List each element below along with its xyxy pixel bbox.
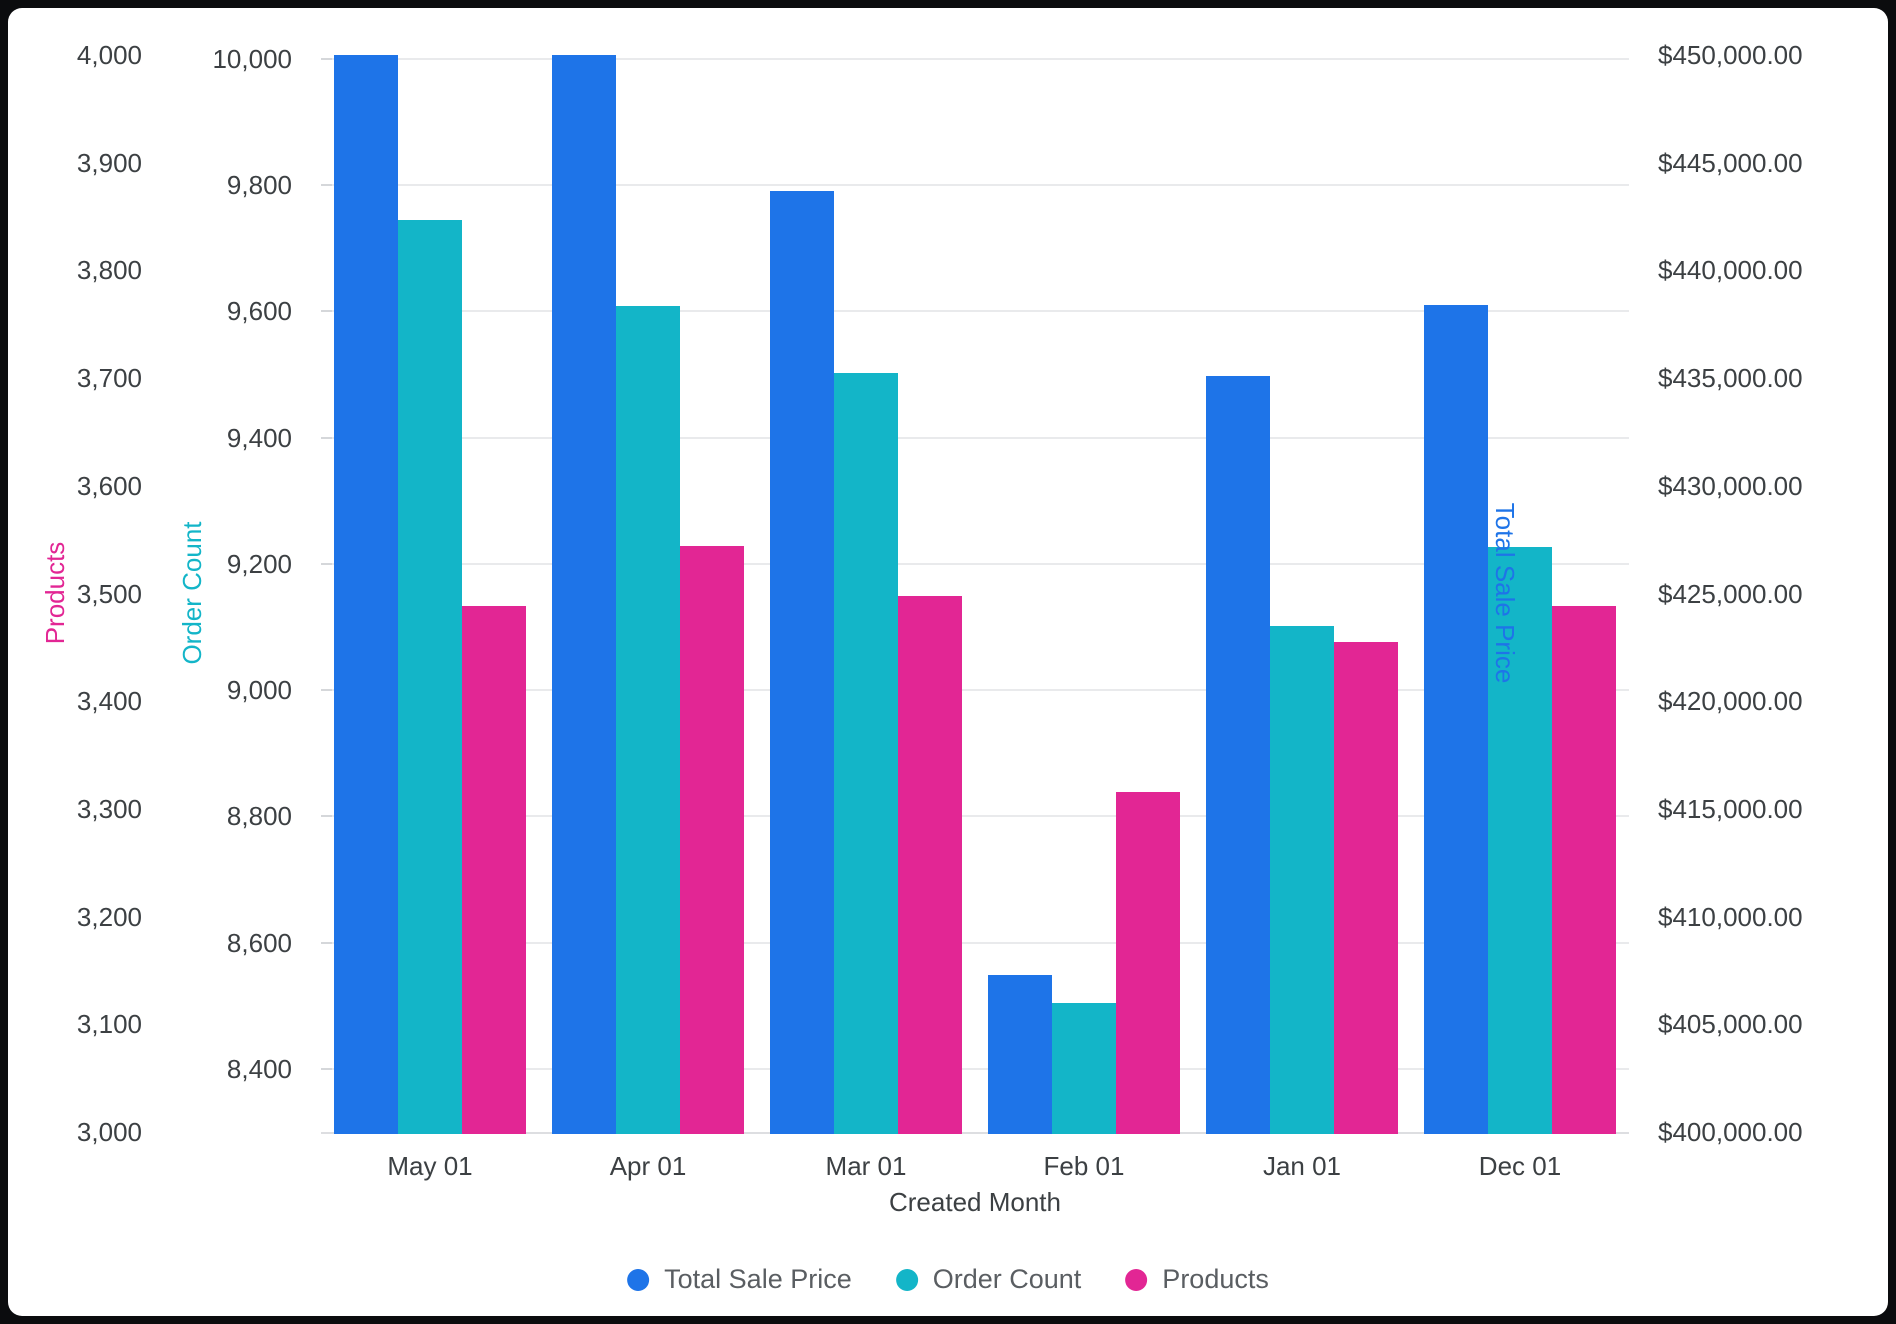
bar-order-count-jan-01[interactable] xyxy=(1270,625,1334,1134)
price-tick-label: $400,000.00 xyxy=(1658,1117,1803,1147)
legend-label: Products xyxy=(1162,1264,1269,1294)
x-axis-line xyxy=(321,1132,1629,1134)
order-axis-tickmark xyxy=(321,184,332,186)
bar-products-feb-01[interactable] xyxy=(1116,791,1180,1134)
price-tick-label: $405,000.00 xyxy=(1658,1009,1803,1040)
bar-products-jan-01[interactable] xyxy=(1334,642,1398,1134)
price-tick-label: $445,000.00 xyxy=(1658,147,1803,178)
bar-products-dec-01[interactable] xyxy=(1552,606,1616,1134)
price-tick-label: $420,000.00 xyxy=(1658,686,1803,717)
order-tick-label: 9,200 xyxy=(226,548,292,579)
bar-total-sale-price-feb-01[interactable] xyxy=(988,974,1052,1134)
x-axis-title: Created Month xyxy=(889,1187,1061,1217)
x-tick-label-feb-01: Feb 01 xyxy=(1043,1151,1125,1181)
x-tick-label-dec-01: Dec 01 xyxy=(1478,1151,1562,1181)
legend-label: Order Count xyxy=(932,1264,1082,1294)
order-tick-label: 9,400 xyxy=(226,422,292,453)
bar-order-count-dec-01[interactable] xyxy=(1488,547,1552,1134)
order-tick-label: 8,600 xyxy=(226,927,292,958)
bar-products-apr-01[interactable] xyxy=(680,546,744,1134)
legend-item-products[interactable]: Products xyxy=(1125,1266,1269,1293)
bar-total-sale-price-may-01[interactable] xyxy=(334,55,398,1134)
x-tick-label-may-01: May 01 xyxy=(387,1151,473,1181)
bar-total-sale-price-apr-01[interactable] xyxy=(552,55,616,1134)
order-axis-tickmark xyxy=(321,57,332,60)
order-tick-label: 8,800 xyxy=(226,801,292,832)
order-axis-tickmark xyxy=(321,1067,332,1070)
order-tick-label: 9,600 xyxy=(226,296,292,327)
price-tick-label: $430,000.00 xyxy=(1658,470,1803,501)
gridline xyxy=(321,1067,1629,1070)
x-tick-label-mar-01: Mar 01 xyxy=(825,1151,907,1181)
gridline xyxy=(321,184,1629,186)
legend-dot-order-count xyxy=(895,1268,918,1291)
gridline xyxy=(321,57,1629,60)
order-axis-tickmark xyxy=(321,562,332,565)
price-tick-label: $425,000.00 xyxy=(1658,578,1803,609)
price-tick-label: $410,000.00 xyxy=(1658,901,1803,932)
bar-products-mar-01[interactable] xyxy=(898,595,962,1134)
bar-order-count-feb-01[interactable] xyxy=(1052,1002,1116,1134)
legend-dot-total-sale-price xyxy=(627,1268,650,1291)
total-sale-price-axis-title: Total Sale Price xyxy=(1490,502,1520,684)
order-tick-label: 9,000 xyxy=(226,675,292,706)
gridline xyxy=(321,689,1629,692)
order-count-axis-title: Order Count xyxy=(177,521,207,665)
order-tick-label: 9,800 xyxy=(226,170,292,200)
legend-dot-products xyxy=(1125,1268,1148,1291)
order-axis-tickmark xyxy=(321,436,332,439)
gridline xyxy=(321,815,1629,818)
products-tick-label: 3,600 xyxy=(76,470,142,501)
order-axis-tickmark xyxy=(321,941,332,944)
products-tick-label: 3,000 xyxy=(76,1117,142,1147)
bar-order-count-may-01[interactable] xyxy=(398,219,462,1134)
products-tick-label: 3,900 xyxy=(76,147,142,178)
bar-order-count-mar-01[interactable] xyxy=(834,372,898,1134)
products-tick-label: 4,000 xyxy=(76,40,142,70)
bar-total-sale-price-jan-01[interactable] xyxy=(1206,375,1270,1134)
bar-total-sale-price-mar-01[interactable] xyxy=(770,190,834,1134)
products-tick-label: 3,400 xyxy=(76,686,142,717)
price-tick-label: $440,000.00 xyxy=(1658,255,1803,286)
price-tick-label: $450,000.00 xyxy=(1658,40,1803,70)
order-axis-tickmark xyxy=(321,815,332,818)
legend: Total Sale Price Order Count Products xyxy=(627,1266,1269,1293)
gridline xyxy=(321,310,1629,313)
x-tick-label-apr-01: Apr 01 xyxy=(609,1151,687,1181)
order-tick-label: 8,400 xyxy=(226,1053,292,1084)
products-tick-label: 3,800 xyxy=(76,255,142,286)
products-tick-label: 3,700 xyxy=(76,363,142,394)
products-tick-label: 3,300 xyxy=(76,793,142,824)
price-tick-label: $435,000.00 xyxy=(1658,363,1803,394)
x-tick-label-jan-01: Jan 01 xyxy=(1262,1151,1342,1181)
legend-label: Total Sale Price xyxy=(664,1264,852,1294)
legend-item-order-count[interactable]: Order Count xyxy=(895,1264,1082,1294)
products-tick-label: 3,500 xyxy=(76,578,142,609)
bar-order-count-apr-01[interactable] xyxy=(616,305,680,1134)
bar-total-sale-price-dec-01[interactable] xyxy=(1424,304,1488,1134)
gridline xyxy=(321,436,1629,439)
gridline xyxy=(321,562,1629,565)
bar-products-may-01[interactable] xyxy=(462,606,526,1134)
order-axis-tickmark xyxy=(321,689,332,692)
products-tick-label: 3,100 xyxy=(76,1009,142,1040)
price-tick-label: $415,000.00 xyxy=(1658,793,1803,824)
order-axis-tickmark xyxy=(321,310,332,313)
products-axis-title: Products xyxy=(40,541,70,645)
gridline xyxy=(321,941,1629,944)
products-tick-label: 3,200 xyxy=(76,901,142,932)
order-tick-label: 10,000 xyxy=(212,43,292,74)
legend-item-total-sale-price[interactable]: Total Sale Price xyxy=(627,1266,852,1293)
